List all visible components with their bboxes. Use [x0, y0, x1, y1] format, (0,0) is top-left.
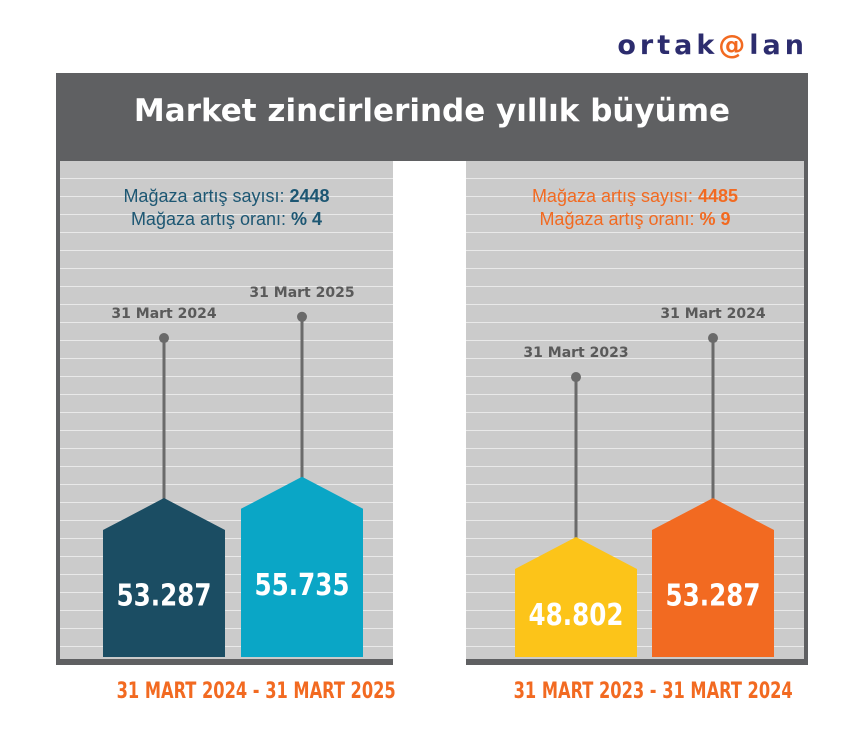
bar-31-mart-2024: [652, 498, 774, 657]
panel-2024-2025-stats: Mağaza artış sayısı: 2448 Mağaza artış o…: [60, 185, 393, 231]
pin-dot-31-mart-2023: [571, 372, 581, 383]
store-increase-count-label: Mağaza artış sayısı:: [123, 186, 285, 206]
date-label-31-mart-2023: 31 Mart 2023: [523, 345, 628, 361]
bar-31-mart-2025: [241, 476, 363, 657]
store-increase-count-value: 4485: [698, 186, 739, 206]
store-increase-rate-value: % 9: [699, 209, 731, 229]
logo-suffix: lan: [749, 30, 808, 61]
period-label-2023-2024: 31 MART 2023 - 31 MART 2024: [513, 679, 793, 704]
ortakalan-logo: ortak@lan: [617, 30, 808, 61]
logo-at-sign: @: [718, 30, 750, 61]
panel-gap: [393, 161, 466, 665]
store-increase-rate-value: % 4: [291, 209, 323, 229]
store-increase-rate-label: Mağaza artış oranı:: [130, 209, 287, 229]
pin-dot-31-mart-2025: [297, 311, 307, 322]
store-increase-count-row: Mağaza artış sayısı: 2448: [60, 185, 393, 208]
chart-title: Market zincirlerinde yıllık büyüme: [133, 93, 731, 129]
store-increase-count-row: Mağaza artış sayısı: 4485: [466, 185, 804, 208]
value-label-31-mart-2023: 48.802: [529, 599, 624, 633]
date-label-31-mart-2025: 31 Mart 2025: [249, 285, 354, 301]
bar-31-mart-2024: [103, 498, 225, 657]
value-label-31-mart-2024: 53.287: [117, 579, 212, 613]
store-increase-rate-row: Mağaza artış oranı: % 9: [466, 208, 804, 231]
date-label-31-mart-2024: 31 Mart 2024: [111, 306, 216, 322]
date-label-31-mart-2024: 31 Mart 2024: [660, 306, 765, 322]
value-label-31-mart-2025: 55.735: [255, 569, 350, 603]
pin-dot-31-mart-2024: [708, 333, 718, 344]
pin-dot-31-mart-2024: [159, 333, 169, 344]
store-increase-count-value: 2448: [289, 186, 330, 206]
store-increase-count-label: Mağaza artış sayısı:: [531, 186, 693, 206]
value-label-31-mart-2024: 53.287: [666, 579, 761, 613]
store-increase-rate-label: Mağaza artış oranı:: [539, 209, 695, 229]
period-label-2024-2025: 31 MART 2024 - 31 MART 2025: [116, 679, 396, 704]
panel-2023-2024-stats: Mağaza artış sayısı: 4485 Mağaza artış o…: [466, 185, 804, 231]
logo-prefix: ortak: [617, 30, 719, 61]
store-increase-rate-row: Mağaza artış oranı: % 4: [60, 208, 393, 231]
bar-31-mart-2023: [515, 537, 637, 657]
